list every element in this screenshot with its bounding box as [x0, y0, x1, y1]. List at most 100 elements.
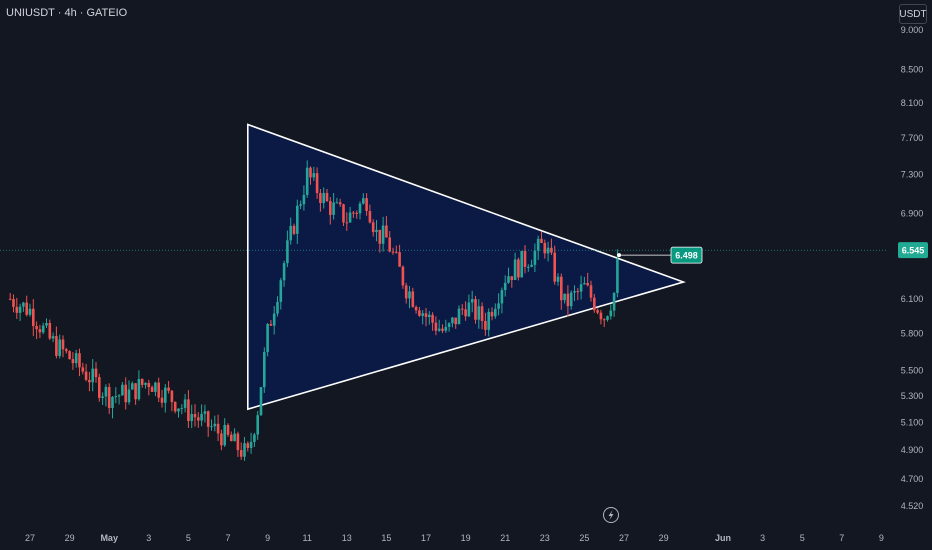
candle-body: [28, 308, 32, 315]
candle-body: [147, 382, 151, 388]
candle-body: [325, 192, 329, 202]
candle-body: [391, 251, 395, 253]
price-tick-label: 4.700: [901, 474, 924, 484]
candle-body: [180, 407, 184, 409]
candle-body: [279, 280, 283, 302]
candle-body: [355, 212, 358, 214]
candle-body: [434, 322, 438, 331]
price-tick-label: 5.500: [901, 365, 924, 375]
candle-body: [223, 424, 226, 446]
candle-body: [45, 323, 48, 326]
candle-body: [322, 192, 325, 204]
price-tick-label: 5.800: [901, 329, 924, 339]
candle-body: [243, 443, 246, 457]
candle-body: [210, 426, 213, 428]
candle-body: [51, 336, 55, 339]
candle-body: [437, 328, 441, 331]
candle-body: [309, 167, 312, 178]
candle-body: [197, 417, 200, 421]
time-tick-label: 25: [579, 533, 589, 543]
candle-body: [94, 368, 98, 378]
candle-body: [348, 212, 352, 223]
candle-body: [74, 353, 78, 364]
candle-body: [464, 309, 467, 317]
candle-body: [523, 250, 527, 267]
candle-body: [385, 225, 388, 238]
candle-body: [104, 387, 108, 397]
candle-body: [114, 396, 118, 398]
candle-body: [154, 382, 157, 392]
candle-body: [553, 252, 556, 282]
time-tick-label: 5: [186, 533, 191, 543]
candle-body: [12, 299, 15, 307]
candle-body: [78, 353, 81, 368]
candle-body: [480, 306, 484, 322]
candle-body: [447, 323, 451, 327]
currency-button[interactable]: USDT: [899, 4, 927, 24]
time-tick-label: 3: [760, 533, 765, 543]
candle-body: [414, 306, 418, 311]
candle-body: [510, 276, 514, 280]
candle-body: [573, 291, 576, 293]
candle-body: [312, 173, 316, 178]
candle-body: [576, 291, 580, 293]
candle-body: [365, 198, 368, 211]
candle-body: [206, 411, 210, 427]
price-tick-label: 8.500: [901, 65, 924, 75]
candle-body: [569, 292, 573, 307]
lightning-bolt-icon[interactable]: [603, 507, 619, 523]
price-annotation-label: 6.498: [675, 251, 698, 261]
price-axis[interactable]: 9.000 8.500 8.100 7.700 7.300 6.900 6.100 5.800…: [898, 25, 928, 511]
candle-body: [213, 423, 217, 427]
price-annotation[interactable]: [670, 246, 703, 264]
candle-body: [253, 434, 256, 442]
candle-body: [22, 302, 25, 307]
price-tick-label: 6.100: [901, 294, 924, 304]
candle-body: [230, 434, 233, 442]
price-tick-label: 9.000: [901, 25, 924, 35]
candle-body: [107, 387, 111, 409]
candle-body: [378, 229, 382, 244]
candle-body: [540, 238, 543, 243]
candle-body: [497, 303, 500, 309]
candle-body: [259, 387, 263, 416]
candle-body: [319, 193, 322, 204]
time-axis[interactable]: 27 29 May 3 5 7 9 11 13 15 17 19 21 23 25 27 29 Jun 3 5 7 9: [25, 533, 884, 543]
candle-body: [35, 326, 38, 330]
candle-body: [560, 276, 563, 301]
candle-body: [533, 250, 537, 265]
candle-body: [187, 399, 190, 422]
candle-body: [566, 293, 570, 307]
candle-body: [302, 194, 306, 205]
candle-body: [249, 441, 253, 448]
price-tick-label: 6.900: [901, 209, 924, 219]
candle-body: [371, 222, 375, 233]
candle-body: [579, 284, 583, 292]
candle-body: [173, 401, 177, 412]
candle-body: [183, 399, 187, 408]
candlestick-series: [8, 160, 619, 461]
candle-body: [38, 329, 42, 333]
candle-body: [131, 383, 134, 390]
candle-body: [121, 384, 124, 396]
price-tick-label: 7.700: [901, 133, 924, 143]
candle-body: [477, 306, 481, 320]
candle-body: [299, 204, 302, 206]
time-tick-label: 9: [879, 533, 884, 543]
candle-body: [606, 316, 609, 320]
candle-body: [256, 415, 259, 435]
candle-body: [177, 408, 180, 412]
time-tick-label: 15: [381, 533, 391, 543]
candle-body: [61, 339, 65, 350]
candle-body: [431, 314, 434, 323]
candle-body: [226, 424, 230, 435]
candle-body: [124, 384, 127, 403]
triangle-pattern[interactable]: [247, 123, 686, 411]
candle-body: [381, 225, 385, 244]
candle-body: [15, 306, 19, 313]
price-tick-label: 4.520: [901, 501, 924, 511]
candle-body: [563, 293, 566, 301]
candle-body: [543, 242, 547, 254]
candle-body: [134, 383, 137, 400]
